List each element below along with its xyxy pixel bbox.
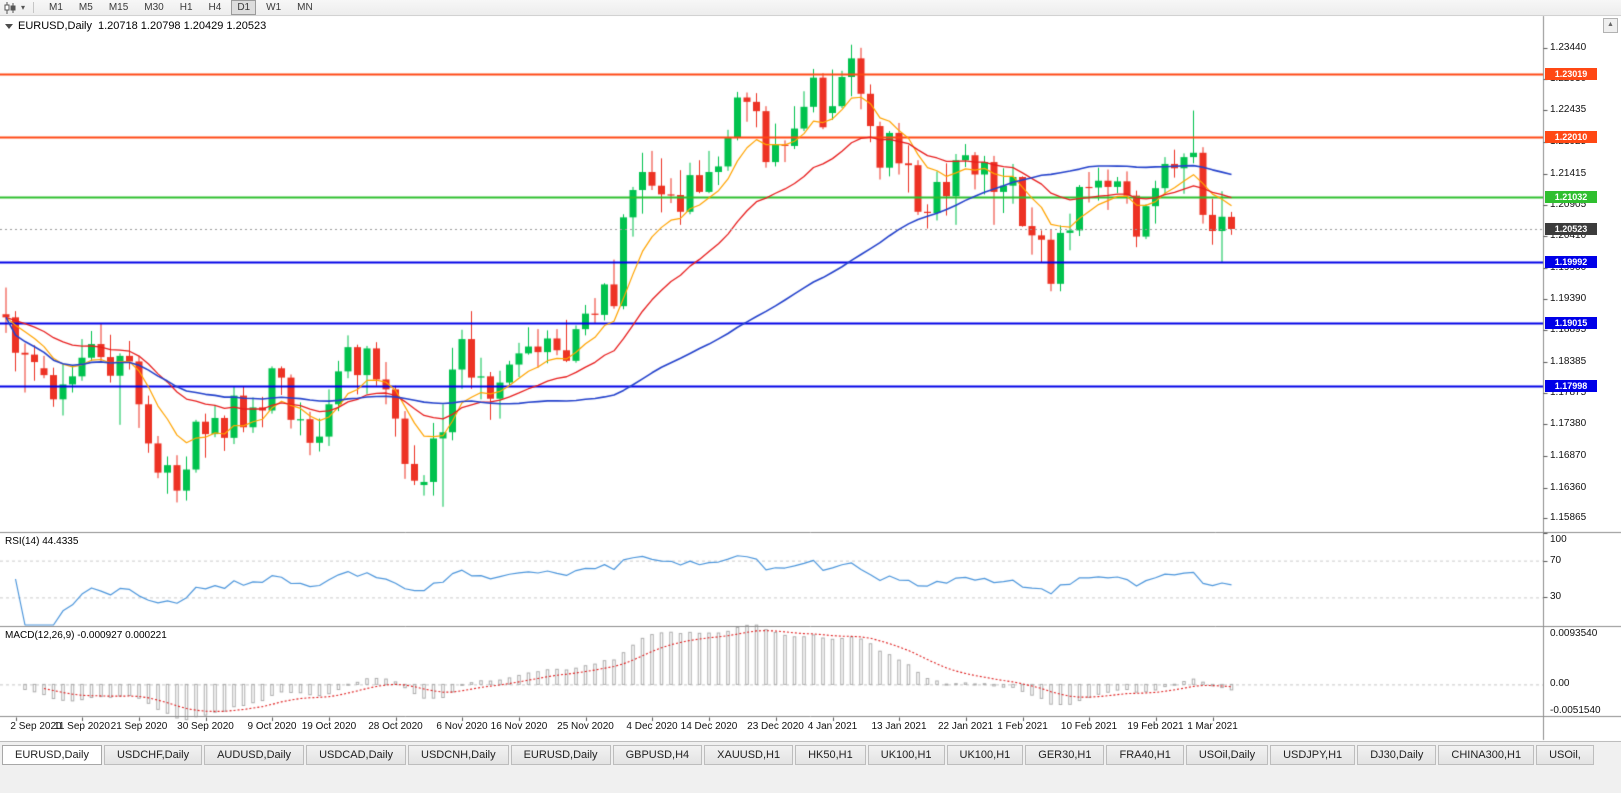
tab-ger30-h1[interactable]: GER30,H1 — [1025, 745, 1105, 765]
chart-tab-bar: EURUSD,Daily USDCHF,Daily AUDUSD,Daily USDC… — [0, 741, 1621, 793]
tab-fra40-h1[interactable]: FRA40,H1 — [1106, 745, 1184, 765]
chart-scroll-icon[interactable]: ▲ — [1603, 18, 1618, 33]
tab-audusd-daily[interactable]: AUDUSD,Daily — [204, 745, 305, 765]
timeframe-button-mn[interactable]: MN — [297, 2, 313, 13]
chart-title: EURUSD,Daily 1.20718 1.20798 1.20429 1.2… — [5, 20, 266, 32]
tab-uk100-h1[interactable]: UK100,H1 — [867, 745, 945, 765]
tab-uk100-h1[interactable]: UK100,H1 — [946, 745, 1024, 765]
timeframe-button-w1[interactable]: W1 — [266, 2, 282, 13]
tab-usdcad-daily[interactable]: USDCAD,Daily — [306, 745, 407, 765]
timeframe-button-d1[interactable]: D1 — [231, 0, 257, 15]
timeframe-button-h1[interactable]: H1 — [179, 2, 193, 13]
tab-xauusd-h1[interactable]: XAUUSD,H1 — [704, 745, 794, 765]
tab-usdjpy-h1[interactable]: USDJPY,H1 — [1270, 745, 1356, 765]
tab-dj30-daily[interactable]: DJ30,Daily — [1357, 745, 1437, 765]
tab-usdchf-daily[interactable]: USDCHF,Daily — [103, 745, 203, 765]
chart-type-icon[interactable] — [4, 1, 18, 14]
tab-eurusd-daily[interactable]: EURUSD,Daily — [510, 745, 611, 765]
tab-eurusd-daily[interactable]: EURUSD,Daily — [2, 745, 102, 765]
timeframe-button-m15[interactable]: M15 — [108, 2, 129, 13]
tab-gbpusd-h4[interactable]: GBPUSD,H4 — [612, 745, 703, 765]
chevron-down-icon[interactable]: ▾ — [21, 3, 26, 12]
chart-symbol-label: EURUSD,Daily — [18, 20, 92, 32]
tab-china300-h1[interactable]: CHINA300,H1 — [1438, 745, 1535, 765]
symbol-caret-icon[interactable] — [5, 23, 13, 29]
macd-label: MACD(12,26,9) -0.000927 0.000221 — [5, 630, 167, 641]
toolbar-divider — [33, 2, 35, 13]
chart-tabs: EURUSD,Daily USDCHF,Daily AUDUSD,Daily USDC… — [2, 745, 1621, 765]
timeframe-toolbar: ▾ M1 M5 M15 M30 H1 H4 D1 W1 MN — [0, 0, 1621, 16]
timeframe-button-m5[interactable]: M5 — [78, 2, 93, 13]
chart-ohlc-values: 1.20718 1.20798 1.20429 1.20523 — [97, 20, 267, 32]
tab-hk50-h1[interactable]: HK50,H1 — [795, 745, 866, 765]
rsi-label: RSI(14) 44.4335 — [5, 536, 79, 547]
timeframe-button-m1[interactable]: M1 — [49, 2, 63, 13]
timeframe-buttons: M1 M5 M15 M30 H1 H4 D1 W1 MN — [43, 0, 323, 15]
tab-usoil[interactable]: USOil, — [1536, 745, 1594, 765]
tab-usoil-daily[interactable]: USOil,Daily — [1185, 745, 1269, 765]
timeframe-button-h4[interactable]: H4 — [208, 2, 222, 13]
timeframe-button-m30[interactable]: M30 — [144, 2, 164, 13]
tab-usdcnh-daily[interactable]: USDCNH,Daily — [408, 745, 509, 765]
